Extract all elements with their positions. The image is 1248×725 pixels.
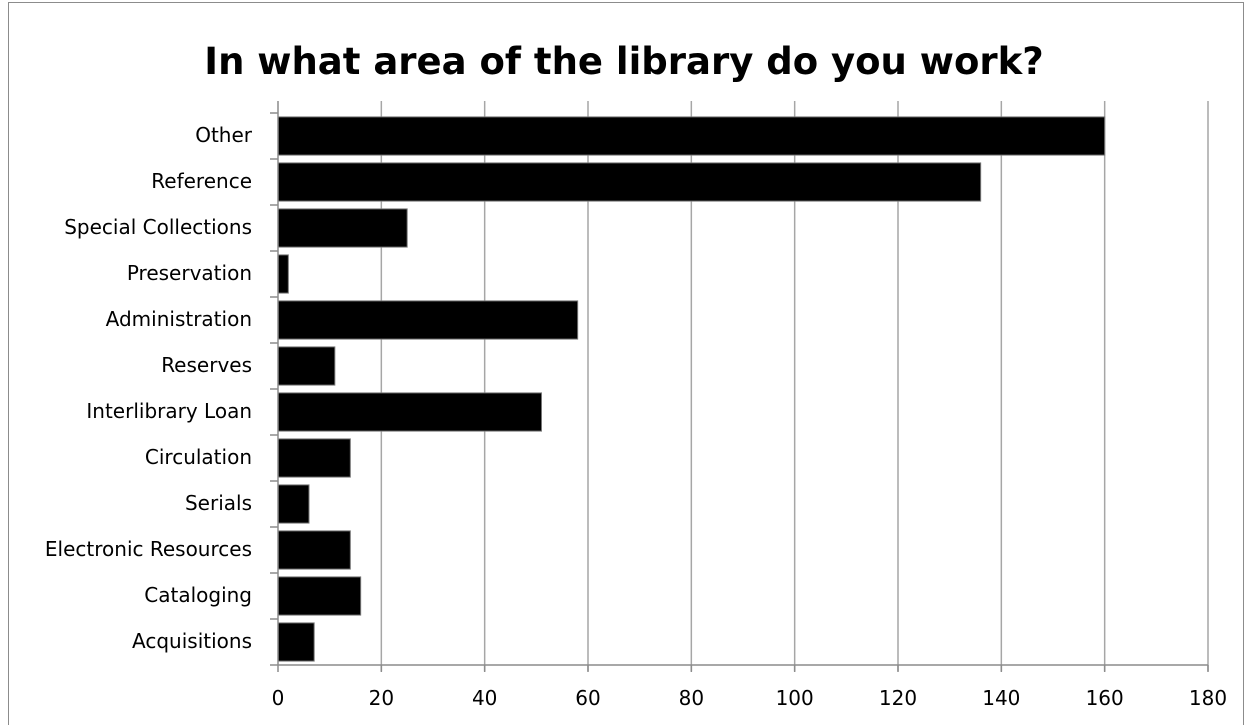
bar <box>277 300 579 340</box>
category-label: Special Collections <box>64 215 252 239</box>
bar <box>277 622 315 662</box>
category-label: Cataloging <box>144 583 252 607</box>
x-tick-label: 80 <box>679 686 704 710</box>
category-label: Acquisitions <box>132 629 252 653</box>
category-label: Circulation <box>145 445 252 469</box>
bar <box>277 484 310 524</box>
bar <box>277 208 408 248</box>
category-labels: Other Reference Special Collections Preserv… <box>45 123 253 653</box>
bar <box>277 254 289 294</box>
chart-title: In what area of the library do you work? <box>204 40 1044 83</box>
category-label: Reference <box>151 169 252 193</box>
x-tick-label: 180 <box>1189 686 1227 710</box>
x-tick-labels: 0 20 40 60 80 100 120 140 160 180 <box>272 686 1227 710</box>
bar <box>277 162 982 202</box>
bar <box>277 576 362 616</box>
bar <box>277 116 1106 156</box>
bars <box>277 116 1106 662</box>
x-tick-label: 100 <box>776 686 814 710</box>
x-tick-label: 120 <box>879 686 917 710</box>
x-tick-label: 20 <box>369 686 394 710</box>
category-label: Preservation <box>127 261 252 285</box>
bar <box>277 530 351 570</box>
bar <box>277 438 351 478</box>
x-tick-label: 60 <box>575 686 600 710</box>
category-label: Reserves <box>161 353 252 377</box>
x-tick-label: 140 <box>982 686 1020 710</box>
category-label: Serials <box>185 491 252 515</box>
x-tick-label: 160 <box>1086 686 1124 710</box>
category-label: Administration <box>106 307 252 331</box>
chart-frame <box>8 2 1244 725</box>
x-tick-label: 0 <box>272 686 285 710</box>
category-label: Interlibrary Loan <box>86 399 252 423</box>
category-label: Electronic Resources <box>45 537 252 561</box>
bar <box>277 346 336 386</box>
category-label: Other <box>195 123 253 147</box>
axes <box>270 101 1209 672</box>
x-tick-label: 40 <box>472 686 497 710</box>
bar <box>277 392 542 432</box>
